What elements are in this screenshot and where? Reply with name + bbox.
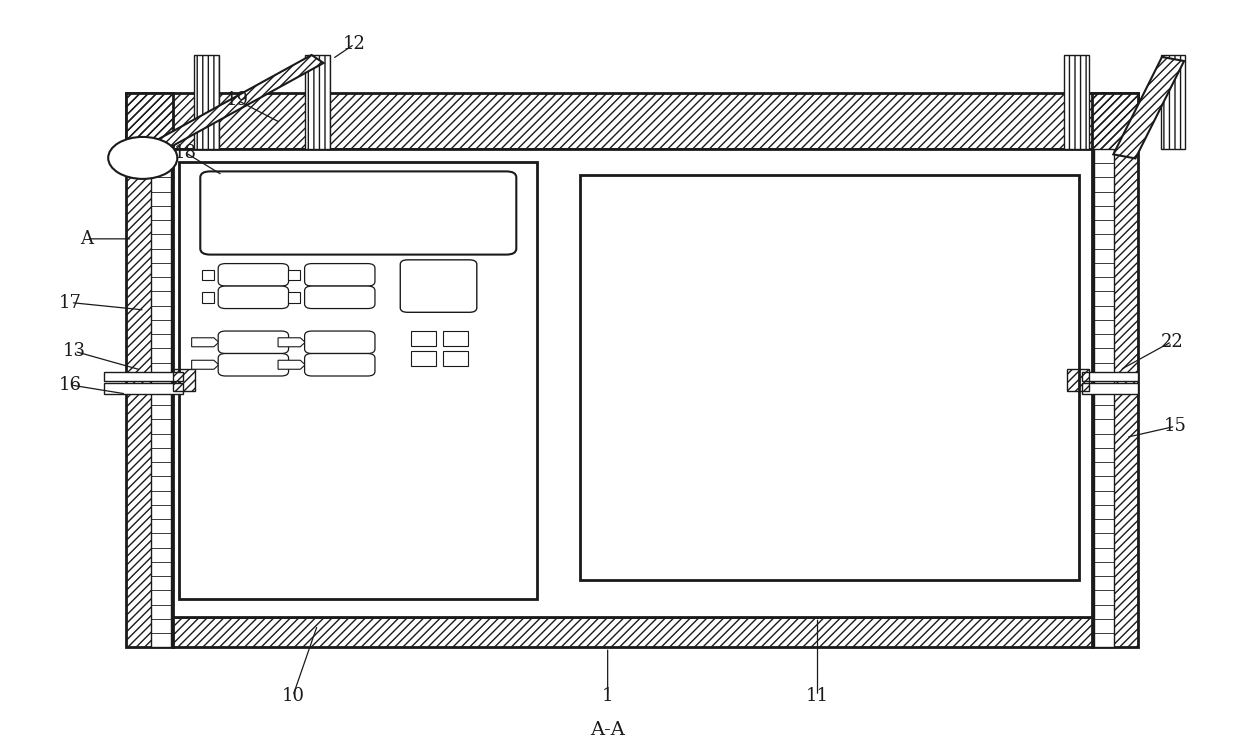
Text: 15: 15	[1164, 418, 1187, 435]
Bar	[1161, 55, 1185, 149]
Bar	[202, 292, 213, 303]
Bar	[1064, 55, 1089, 149]
FancyBboxPatch shape	[218, 331, 289, 353]
Text: A-A: A-A	[590, 721, 625, 738]
FancyBboxPatch shape	[305, 263, 374, 286]
Polygon shape	[192, 337, 218, 347]
Bar	[151, 149, 171, 647]
Bar	[1066, 368, 1089, 391]
Bar	[195, 55, 218, 149]
Bar	[1091, 93, 1138, 647]
Text: 1: 1	[601, 687, 614, 705]
Polygon shape	[1114, 57, 1184, 159]
Polygon shape	[278, 360, 305, 369]
Text: 13: 13	[63, 342, 86, 360]
FancyBboxPatch shape	[218, 286, 289, 309]
Bar	[1161, 55, 1185, 149]
Text: 22: 22	[1161, 332, 1183, 350]
Bar	[305, 55, 330, 149]
Bar	[174, 368, 196, 391]
Bar	[195, 55, 218, 149]
Bar	[202, 270, 213, 280]
Bar	[174, 149, 1091, 618]
Text: 16: 16	[60, 376, 82, 394]
Polygon shape	[134, 55, 324, 160]
Text: 12: 12	[343, 35, 366, 53]
Text: 18: 18	[174, 143, 197, 162]
Bar	[412, 350, 436, 365]
Bar	[180, 162, 537, 599]
Bar	[104, 384, 184, 394]
Bar	[444, 350, 469, 365]
Bar	[126, 93, 1138, 149]
Bar	[174, 618, 1091, 647]
Bar	[1094, 149, 1114, 647]
Text: 10: 10	[281, 687, 304, 705]
Text: 19: 19	[226, 91, 249, 109]
Text: 17: 17	[60, 294, 82, 312]
Bar	[412, 331, 436, 346]
FancyBboxPatch shape	[218, 263, 289, 286]
FancyBboxPatch shape	[401, 260, 477, 313]
Bar	[126, 93, 174, 647]
Text: 11: 11	[806, 687, 830, 705]
Bar	[1064, 55, 1089, 149]
Bar	[305, 55, 330, 149]
FancyBboxPatch shape	[201, 171, 516, 254]
Bar	[288, 292, 300, 303]
Bar	[580, 175, 1079, 580]
FancyBboxPatch shape	[305, 353, 374, 376]
Text: A: A	[81, 230, 93, 248]
Polygon shape	[192, 360, 218, 369]
Bar	[1081, 372, 1138, 381]
Bar	[288, 270, 300, 280]
FancyBboxPatch shape	[305, 286, 374, 309]
Bar	[1091, 93, 1138, 647]
Bar	[444, 331, 469, 346]
FancyBboxPatch shape	[305, 331, 374, 353]
Circle shape	[108, 137, 177, 179]
Polygon shape	[278, 337, 305, 347]
Bar	[1081, 384, 1138, 394]
FancyBboxPatch shape	[218, 353, 289, 376]
Bar	[126, 93, 1138, 149]
Bar	[174, 618, 1091, 647]
Bar	[126, 93, 174, 647]
Bar	[104, 372, 184, 381]
